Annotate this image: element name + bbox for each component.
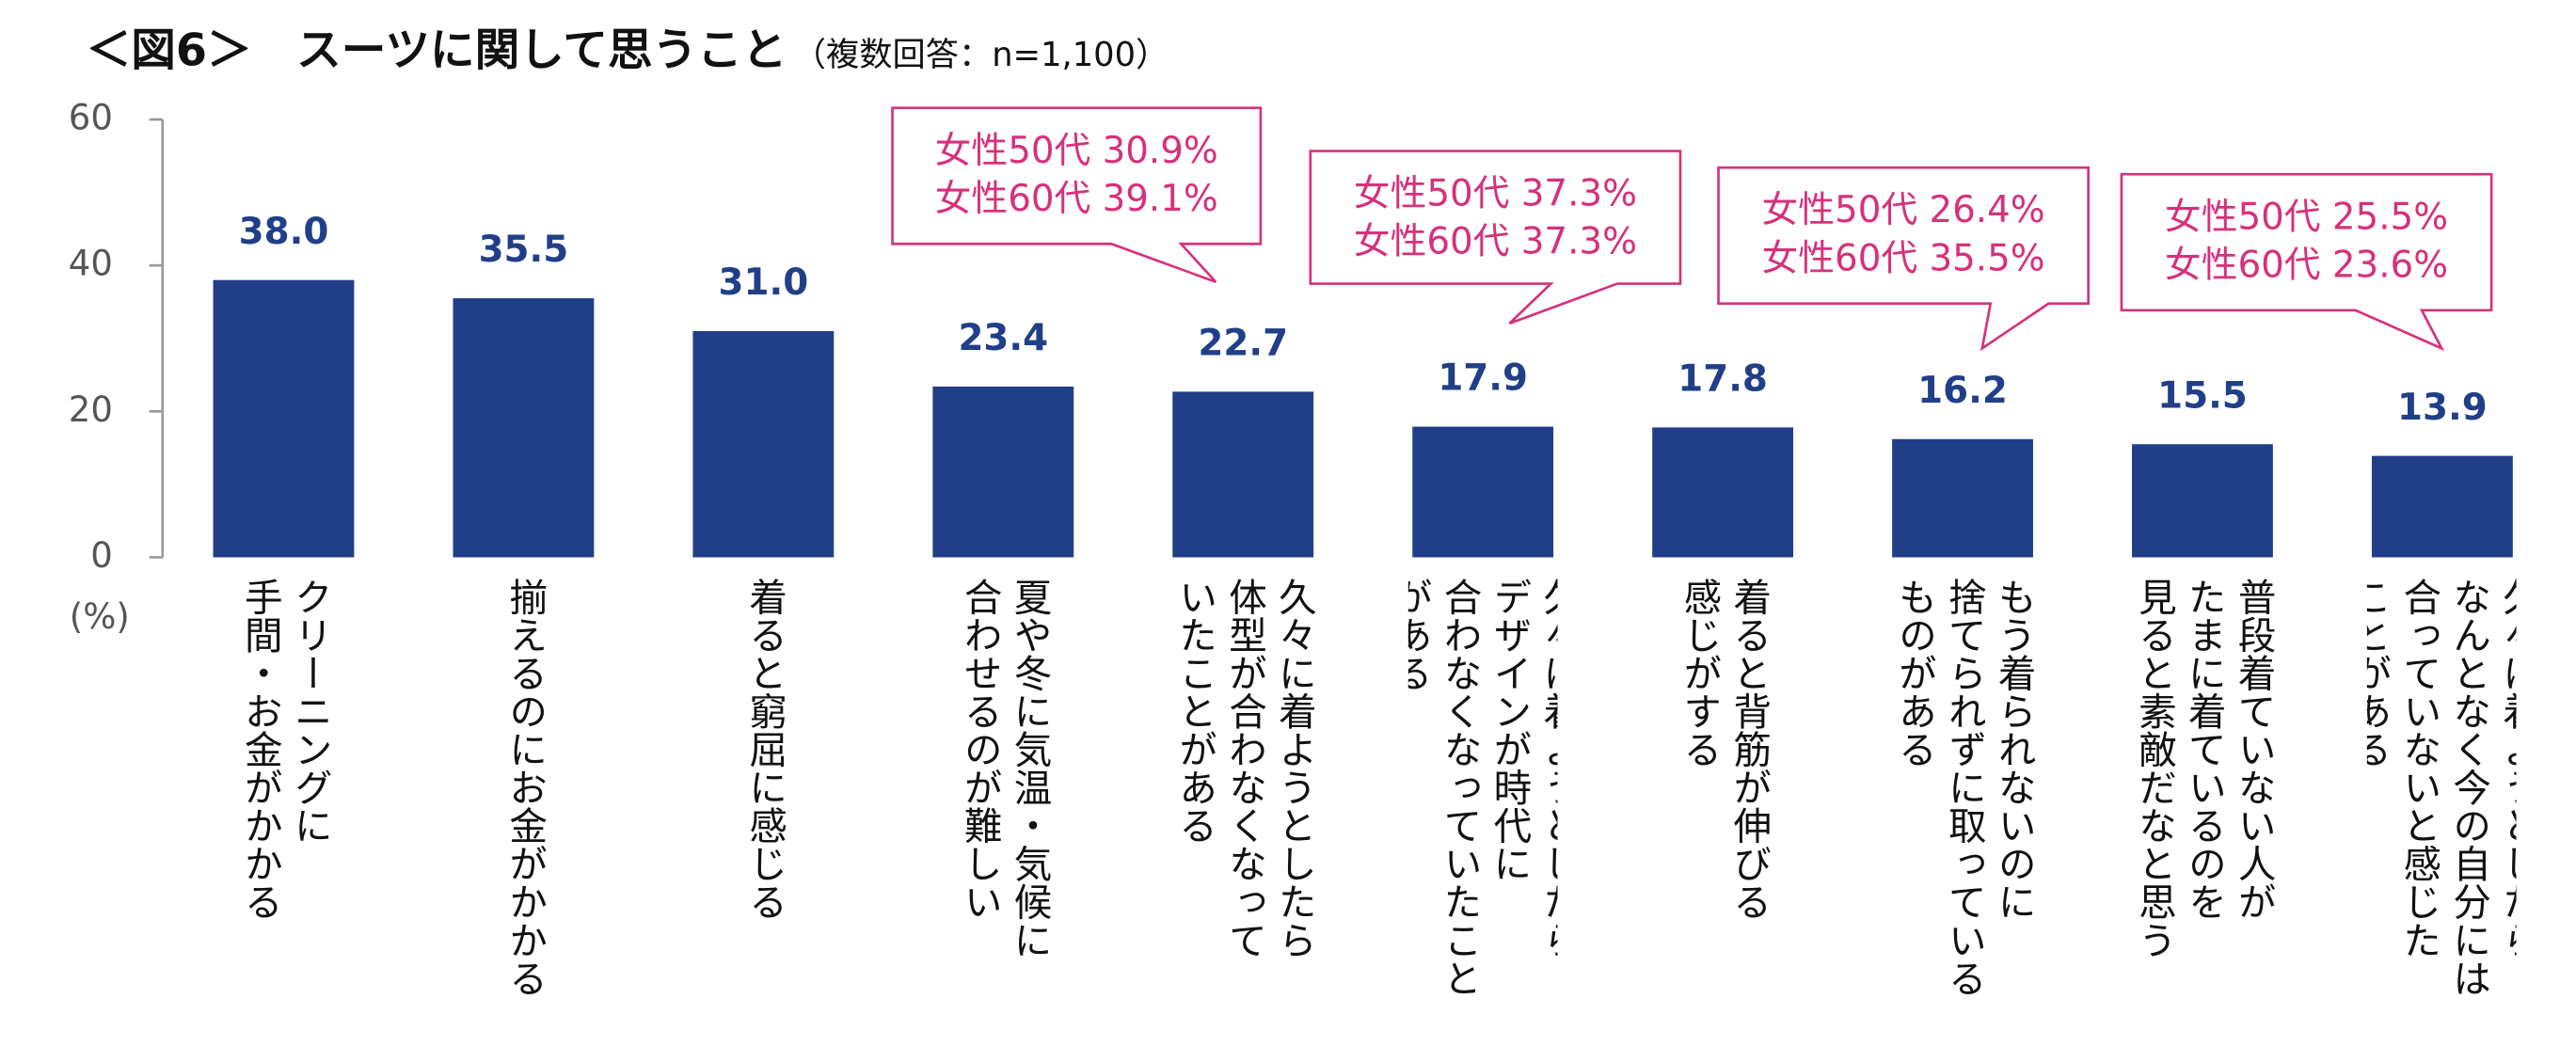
callout-text: 女性50代 30.9%: [935, 130, 1218, 172]
x-tick-label-box: 久々に着ようとしたら 体型が合わなくなって いたことがある: [1171, 577, 1315, 959]
value-label: 35.5: [479, 229, 569, 271]
bar: [213, 279, 355, 558]
x-tick-label-box: 夏や冬に気温・気候に 合わせるのが難しい: [956, 577, 1050, 959]
callout-text: 女性60代 39.1%: [935, 178, 1218, 220]
value-label: 17.9: [1438, 357, 1528, 400]
callout: [891, 106, 1263, 284]
callout-text: 女性50代 25.5%: [2165, 196, 2448, 238]
callout-text: 女性60代 37.3%: [1354, 221, 1637, 263]
y-axis-label: (%): [70, 596, 130, 637]
x-tick-label: 久々に着ようとしたら なんとなく今の自分には 合っていないと感じた ことがある: [2367, 577, 2518, 997]
value-label: 23.4: [958, 317, 1048, 359]
value-label: 16.2: [1917, 370, 2008, 412]
callout-text: 女性60代 23.6%: [2165, 244, 2448, 286]
x-tick-label-box: もう着られないのに 捨てられずに取っている ものがある: [1891, 577, 2034, 997]
value-label: 13.9: [2397, 387, 2488, 429]
x-tick-label: 揃えるのにお金がかかる: [501, 577, 546, 997]
x-tick-label: もう着られないのに 捨てられずに取っている ものがある: [1891, 577, 2034, 997]
bar: [932, 386, 1074, 558]
x-tick-label: 夏や冬に気温・気候に 合わせるのが難しい: [956, 577, 1050, 959]
value-label: 15.5: [2157, 374, 2248, 417]
x-tick-label-box: 普段着ていない人が たまに着ているのを 見ると素敵だなと思う: [2131, 577, 2274, 959]
y-tick-label: 60: [69, 98, 113, 138]
chart-title: ＜図6＞ スーツに関して思うこと: [87, 25, 787, 77]
x-tick-label: 久々に着ようとしたら 体型が合わなくなって いたことがある: [1171, 577, 1315, 959]
y-tick-label: 0: [90, 535, 113, 576]
x-tick-label-box: 着ると窮屈に感じる: [741, 577, 786, 921]
x-tick-label-box: 揃えるのにお金がかかる: [501, 577, 546, 997]
x-tick-label-box: 久々に着ようとしたら なんとなく今の自分には 合っていないと感じた ことがある: [2367, 577, 2518, 997]
y-tick-label: 20: [69, 389, 113, 430]
callout: [1309, 150, 1682, 325]
bar: [2371, 455, 2513, 558]
y-tick-label: 40: [69, 244, 113, 284]
x-tick-label-box: 着ると背筋が伸びる 感じがする: [1676, 577, 1770, 921]
bar: [1892, 438, 2033, 558]
value-label: 31.0: [719, 262, 809, 304]
value-label: 38.0: [239, 211, 329, 253]
x-tick-label: クリーニングに 手間・お金がかかる: [237, 577, 330, 921]
x-tick-label: 着ると窮屈に感じる: [741, 577, 786, 921]
chart-subtitle: （複数回答：n=1,100）: [793, 36, 1169, 74]
bar: [2132, 444, 2273, 558]
bar: [453, 298, 595, 558]
callout: [1717, 166, 2090, 352]
value-label: 17.8: [1678, 358, 1768, 401]
callout-text: 女性60代 35.5%: [1762, 237, 2045, 279]
x-tick-label-box: 久々に着ようとしたら デザインが時代に 合わなくなっていたこと がある: [1407, 577, 1558, 997]
value-label: 22.7: [1198, 323, 1288, 365]
callout: [2120, 172, 2493, 352]
callout-text: 女性50代 37.3%: [1354, 173, 1637, 215]
x-tick-label: 普段着ていない人が たまに着ているのを 見ると素敵だなと思う: [2131, 577, 2274, 959]
x-tick-label: 久々に着ようとしたら デザインが時代に 合わなくなっていたこと がある: [1407, 577, 1558, 997]
bar: [1652, 427, 1794, 558]
x-tick-label: 着ると背筋が伸びる 感じがする: [1676, 577, 1770, 921]
x-tick-label-box: クリーニングに 手間・お金がかかる: [237, 577, 330, 921]
bar: [1412, 426, 1554, 558]
bar: [1172, 391, 1314, 558]
callout-text: 女性50代 26.4%: [1762, 189, 2045, 231]
bar: [692, 330, 835, 558]
